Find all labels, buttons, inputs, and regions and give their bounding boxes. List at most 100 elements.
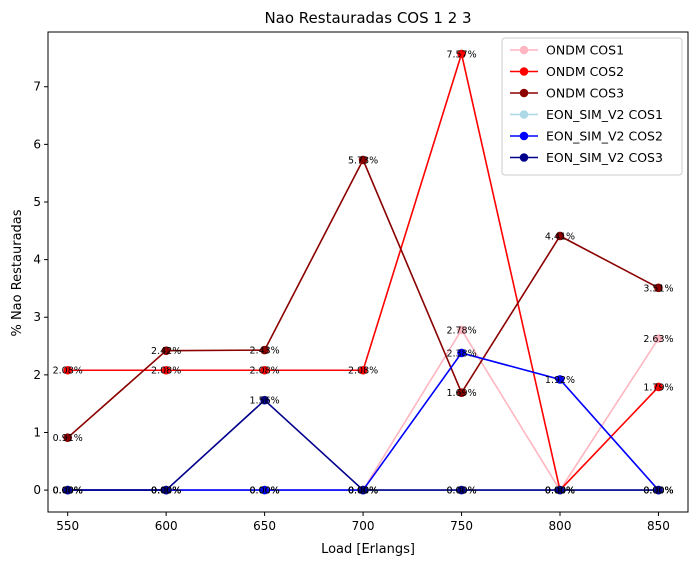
data-label: 0.00% — [53, 486, 83, 497]
data-label: 0.00% — [446, 486, 476, 497]
legend-label: ONDM COS2 — [546, 64, 624, 79]
data-point — [161, 365, 171, 375]
data-label: 0.00% — [643, 486, 673, 497]
series-line — [67, 399, 659, 491]
data-label: 0.00% — [545, 486, 575, 497]
data-label: 2.08% — [151, 366, 181, 377]
data-label: 5.73% — [348, 155, 378, 166]
data-label: 0.00% — [348, 486, 378, 497]
data-label: 0.00% — [151, 486, 181, 497]
legend-marker — [519, 45, 529, 55]
data-point — [654, 283, 663, 293]
y-tick-label: 4 — [33, 253, 41, 267]
data-label: 0.00% — [643, 486, 673, 497]
data-point — [63, 433, 72, 442]
data-point — [457, 388, 466, 398]
data-point — [457, 49, 466, 59]
data-point — [555, 485, 565, 495]
data-label: 0.00% — [643, 486, 673, 497]
data-label: 2.08% — [250, 366, 280, 377]
data-label: 0.00% — [250, 486, 280, 497]
x-tick-label: 650 — [253, 519, 276, 533]
y-axis-label: % Nao Restauradas — [10, 209, 25, 336]
data-label: 2.42% — [151, 346, 181, 357]
legend-item: ONDM COS3 — [510, 86, 624, 101]
y-tick-label: 3 — [33, 310, 41, 324]
data-label: 7.57% — [446, 49, 476, 60]
legend-item: EON_SIM_V2 COS1 — [510, 107, 663, 122]
data-label: 4.41% — [545, 231, 575, 242]
legend-label: EON_SIM_V2 COS2 — [546, 129, 663, 144]
y-axis-ticks: 0 1 2 3 4 5 6 7 — [33, 80, 48, 497]
data-label: 2.08% — [53, 366, 83, 377]
data-label: 2.38% — [446, 348, 476, 359]
data-point — [555, 231, 565, 241]
data-label: 0.00% — [348, 486, 378, 497]
data-point — [260, 485, 269, 495]
data-label: 0.00% — [446, 486, 476, 497]
data-label: 0.00% — [53, 486, 83, 497]
data-point — [63, 485, 72, 495]
data-point — [654, 382, 663, 392]
data-point — [358, 485, 368, 495]
data-label: 0.91% — [53, 433, 83, 444]
legend-item: EON_SIM_V2 COS3 — [510, 150, 663, 165]
chart-title: Nao Restauradas COS 1 2 3 — [264, 9, 471, 27]
data-label: 0.00% — [250, 486, 280, 497]
data-label: 0.00% — [545, 486, 575, 497]
data-label: 3.51% — [643, 283, 673, 294]
legend-marker — [519, 131, 529, 141]
x-axis-ticks: 550 600 650 700 750 800 850 — [56, 512, 670, 533]
data-point — [555, 375, 565, 384]
data-label: 0.00% — [151, 486, 181, 497]
series-eon-sim-v2-cos3 — [63, 395, 663, 495]
series-layer — [63, 49, 663, 495]
data-label: 2.78% — [446, 325, 476, 336]
y-tick-label: 1 — [33, 425, 41, 439]
legend-item: ONDM COS1 — [510, 43, 624, 58]
data-label: 1.92% — [545, 375, 575, 386]
data-label: 0.00% — [545, 486, 575, 497]
y-tick-label: 7 — [33, 80, 41, 94]
x-tick-label: 700 — [352, 519, 375, 533]
x-tick-label: 550 — [56, 519, 79, 533]
data-point — [161, 346, 171, 355]
data-label: 1.56% — [250, 396, 280, 407]
data-label: 0.00% — [250, 486, 280, 497]
series-line — [67, 158, 659, 439]
data-point — [63, 365, 72, 375]
legend-marker — [519, 88, 529, 98]
data-label: 0.00% — [151, 486, 181, 497]
data-label: 1.79% — [643, 382, 673, 393]
data-label: 2.63% — [643, 334, 673, 345]
legend-marker — [519, 153, 529, 162]
data-label: 0.00% — [151, 486, 181, 497]
data-label: 1.69% — [446, 388, 476, 399]
data-labels-layer: 0.00% 0.00% 0.00% 0.00% 2.78% 0.00% 2.63% 2.08%… — [53, 49, 674, 496]
legend-item: EON_SIM_V2 COS2 — [510, 129, 663, 144]
data-label: 0.00% — [348, 486, 378, 497]
data-label: 0.00% — [53, 486, 83, 497]
data-label: 2.08% — [348, 366, 378, 377]
plot-border — [47, 31, 689, 513]
data-point — [358, 365, 368, 375]
data-point — [260, 365, 269, 375]
y-tick-label: 0 — [33, 483, 41, 497]
plot-frame — [47, 31, 689, 513]
y-tick-label: 5 — [33, 195, 41, 209]
data-point — [654, 334, 663, 343]
x-tick-label: 600 — [155, 519, 178, 533]
x-tick-label: 850 — [647, 519, 670, 533]
data-point — [457, 325, 466, 335]
x-axis-label: Load [Erlangs] — [321, 542, 415, 557]
legend-marker — [519, 110, 529, 119]
data-label: 2.43% — [250, 346, 280, 357]
data-point — [457, 485, 466, 495]
series-ondm-cos3 — [63, 155, 663, 442]
legend-label: EON_SIM_V2 COS3 — [546, 150, 663, 165]
data-label: 0.00% — [348, 486, 378, 497]
data-point — [457, 348, 466, 358]
data-label: 0.00% — [53, 486, 83, 497]
